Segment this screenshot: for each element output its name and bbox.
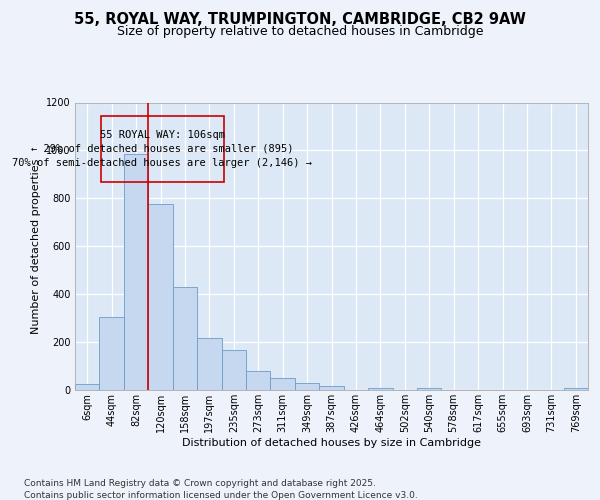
- Bar: [368, 388, 392, 390]
- Bar: [148, 204, 173, 390]
- Text: Size of property relative to detached houses in Cambridge: Size of property relative to detached ho…: [117, 25, 483, 38]
- Bar: [319, 386, 344, 390]
- Bar: [124, 154, 148, 390]
- Bar: [563, 388, 588, 390]
- Bar: [75, 384, 100, 390]
- Bar: [221, 350, 246, 390]
- X-axis label: Distribution of detached houses by size in Cambridge: Distribution of detached houses by size …: [182, 438, 481, 448]
- Bar: [246, 371, 271, 390]
- Bar: [197, 338, 221, 390]
- Bar: [295, 383, 319, 390]
- Bar: [100, 317, 124, 390]
- Text: 55, ROYAL WAY, TRUMPINGTON, CAMBRIDGE, CB2 9AW: 55, ROYAL WAY, TRUMPINGTON, CAMBRIDGE, C…: [74, 12, 526, 28]
- Bar: [101, 116, 224, 182]
- Text: 55 ROYAL WAY: 106sqm
← 29% of detached houses are smaller (895)
70% of semi-deta: 55 ROYAL WAY: 106sqm ← 29% of detached h…: [13, 130, 313, 168]
- Y-axis label: Number of detached properties: Number of detached properties: [31, 158, 41, 334]
- Text: Contains HM Land Registry data © Crown copyright and database right 2025.
Contai: Contains HM Land Registry data © Crown c…: [24, 478, 418, 500]
- Bar: [271, 378, 295, 390]
- Bar: [417, 388, 442, 390]
- Bar: [173, 287, 197, 390]
